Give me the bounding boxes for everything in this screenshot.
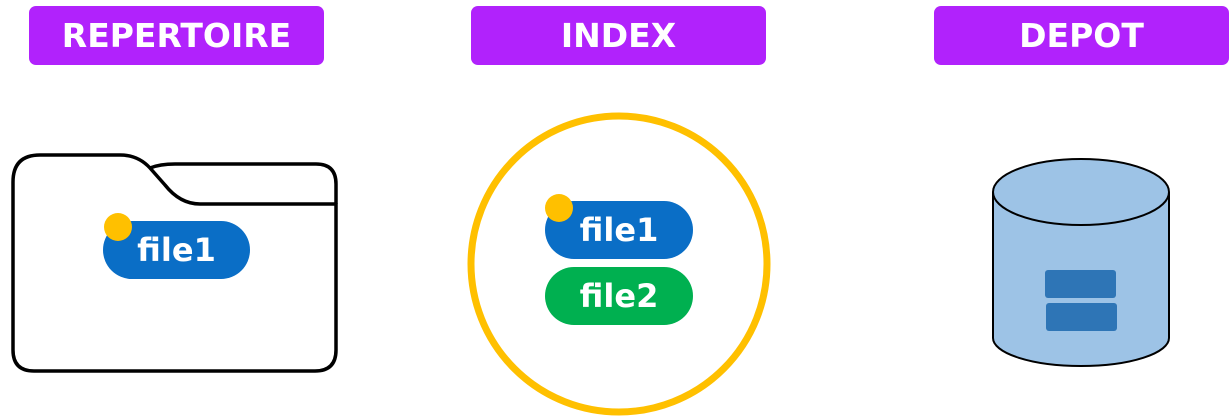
header-repository: DEPOT	[934, 6, 1229, 65]
working-directory-file1: file1	[103, 221, 250, 279]
working-directory-file1-modified-dot	[104, 213, 132, 241]
database-block-top	[1045, 270, 1116, 298]
header-index: INDEX	[471, 6, 766, 65]
database-block-bottom	[1046, 303, 1117, 331]
index-ring	[467, 112, 771, 416]
index-file2: file2	[545, 267, 693, 325]
index-file1-modified-dot	[545, 194, 573, 222]
header-working-directory: REPERTOIRE	[29, 6, 324, 65]
database-icon	[992, 158, 1170, 367]
